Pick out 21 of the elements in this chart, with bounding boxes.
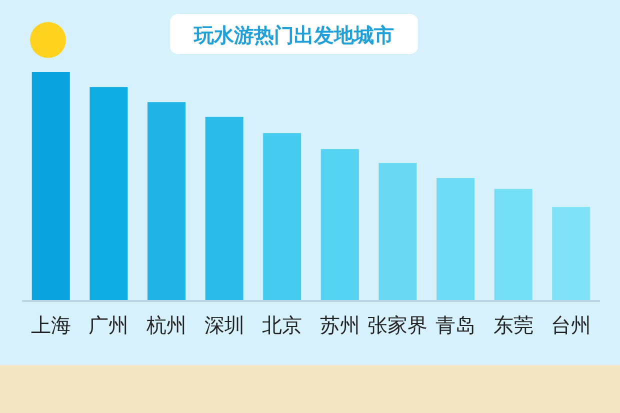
x-tick-label: 张家界 [368, 313, 428, 337]
x-tick-label: 青岛 [436, 313, 476, 337]
bar [32, 72, 70, 300]
x-tick-label: 北京 [262, 313, 302, 337]
bar [494, 188, 532, 300]
bar [263, 133, 302, 300]
x-tick-label: 深圳 [204, 313, 244, 337]
x-tick-label: 广州 [88, 313, 129, 337]
bar [148, 102, 186, 300]
x-tick-label: 上海 [30, 313, 71, 337]
x-tick-label: 台州 [551, 313, 592, 337]
bar [378, 162, 417, 300]
chart-title: 玩水游热门出发地城市 [193, 23, 394, 47]
bar [90, 87, 128, 300]
bar [436, 178, 474, 300]
bar [320, 149, 359, 300]
bar [552, 206, 590, 300]
bar [205, 116, 244, 300]
x-tick-label: 东莞 [493, 313, 534, 337]
x-tick-label: 杭州 [146, 313, 186, 337]
x-tick-label: 苏州 [320, 313, 360, 337]
